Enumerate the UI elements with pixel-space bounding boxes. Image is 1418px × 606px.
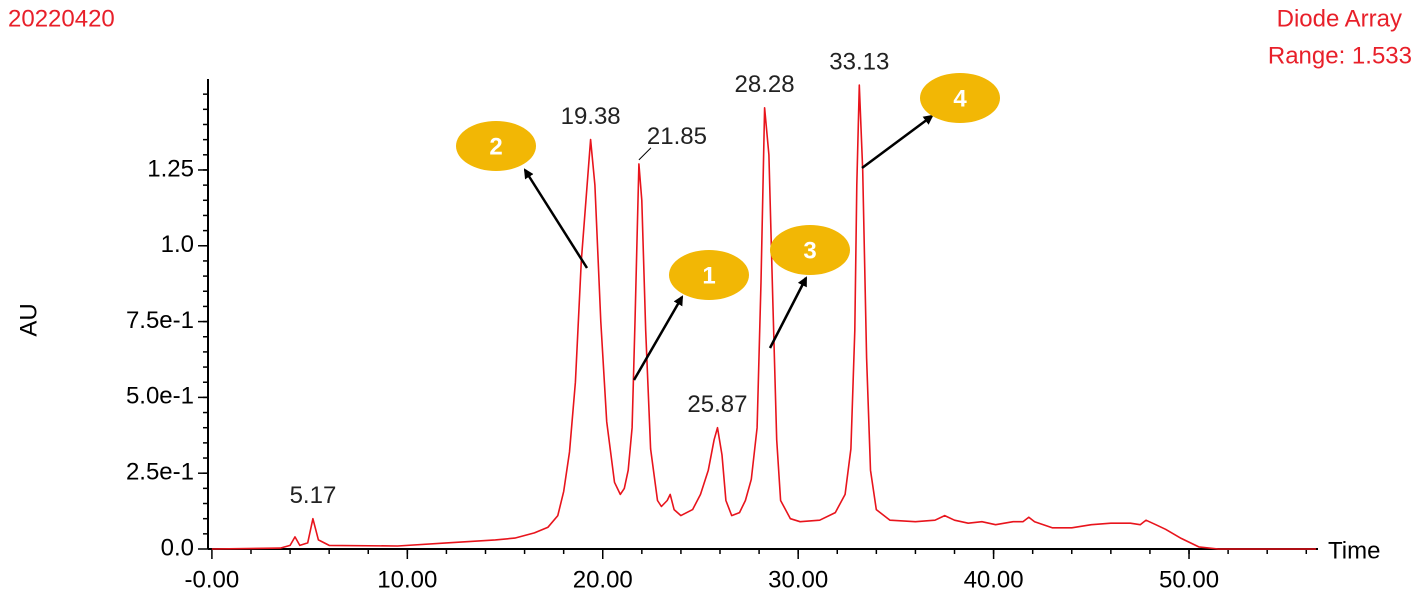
- x-tick-label: 40.00: [964, 566, 1024, 593]
- x-tick-label: -0.00: [185, 566, 240, 593]
- callout-number: 4: [953, 85, 967, 112]
- y-tick-label: 1.0: [161, 231, 194, 258]
- y-tick-label: 5.0e-1: [126, 383, 194, 410]
- callout-number: 3: [803, 237, 816, 264]
- y-tick-label: 7.5e-1: [126, 307, 194, 334]
- peak-label: 33.13: [829, 48, 889, 75]
- x-tick-label: 20.00: [573, 566, 633, 593]
- callout-arrow: [861, 114, 934, 170]
- x-axis-label: Time: [1328, 537, 1380, 564]
- range-label: Range: 1.533: [1268, 42, 1412, 69]
- callout-arrow: [523, 168, 589, 269]
- y-tick-label: 2.5e-1: [126, 459, 194, 486]
- x-tick-label: 30.00: [768, 566, 828, 593]
- x-tick-label: 10.00: [377, 566, 437, 593]
- peak-label: 5.17: [290, 482, 337, 509]
- peak-leader: [638, 147, 652, 161]
- detector-label: Diode Array: [1277, 5, 1402, 32]
- callout-badge: [669, 250, 749, 300]
- peak-label: 28.28: [735, 71, 795, 98]
- y-axis-label: AU: [15, 303, 42, 336]
- callout-badge: [456, 121, 536, 171]
- callout-arrow: [768, 276, 808, 349]
- callout-arrow: [632, 295, 684, 381]
- chart-title: 20220420: [8, 5, 115, 32]
- x-tick-label: 50.00: [1159, 566, 1219, 593]
- callout-number: 2: [489, 133, 502, 160]
- callout-badge: [920, 73, 1000, 123]
- peak-label: 25.87: [687, 391, 747, 418]
- peak-label: 21.85: [647, 123, 707, 150]
- y-tick-label: 1.25: [147, 155, 194, 182]
- peak-label: 19.38: [561, 103, 621, 130]
- callout-badge: [770, 225, 850, 275]
- trace: [211, 84, 1316, 550]
- y-tick-label: 0.0: [161, 534, 194, 561]
- callout-number: 1: [702, 262, 715, 289]
